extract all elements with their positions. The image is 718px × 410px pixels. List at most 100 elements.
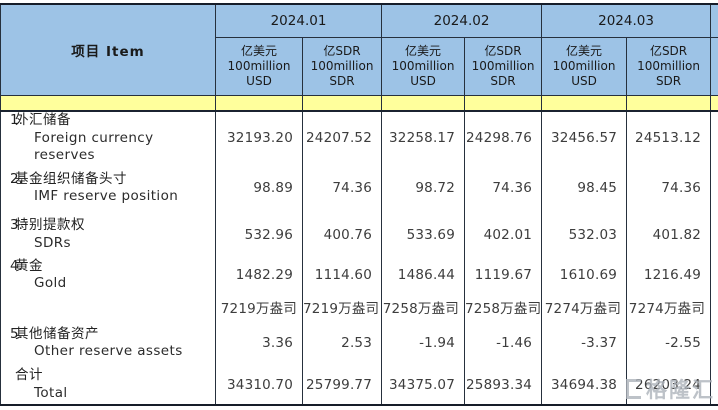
month-header-2024-02: 2024.02 [381, 4, 543, 38]
value-cell: 7258万盎司 [381, 292, 466, 321]
value-cell: 74.36 [626, 164, 712, 212]
cutoff-cell [710, 211, 718, 258]
row-label-en: IMF reserve position [34, 188, 179, 204]
value-cell: 532.03 [541, 211, 628, 258]
row-label: 2.基金组织储备头寸 IMF reserve position [0, 164, 216, 212]
row-number: 5. [10, 325, 23, 342]
value-cell: 2.53 [301, 320, 383, 366]
row-label-en: Other reserve assets [34, 343, 183, 359]
row-number: 2. [10, 170, 23, 187]
total-row: 合计 Total 34310.70 25799.77 34375.07 2589… [0, 365, 718, 405]
unit-line-zh: 亿SDR [649, 43, 688, 58]
value-cell: 98.72 [381, 164, 466, 212]
cutoff-cell [710, 164, 718, 212]
value-cell: 24207.52 [301, 111, 383, 165]
value-cell: 25893.34 [464, 365, 543, 405]
value-cell: 7274万盎司 [541, 292, 628, 321]
value-cell: 402.01 [464, 211, 543, 258]
unit-line-scale: 100million [552, 58, 616, 73]
cutoff-month-header [710, 4, 718, 38]
value-cell: 98.89 [215, 164, 303, 212]
row-number: 3. [10, 217, 23, 233]
row-label-en: Gold [34, 275, 67, 291]
value-cell: 74.36 [464, 164, 543, 212]
value-cell: 74.36 [301, 164, 383, 212]
unit-line-code: USD [246, 73, 272, 88]
table-row: 5.其他储备资产 Other reserve assets 3.36 2.53 … [0, 320, 718, 366]
unit-line-scale: 100million [391, 58, 455, 73]
unit-line-scale: 100million [227, 58, 291, 73]
cutoff-cell [710, 320, 718, 366]
value-cell: 401.82 [626, 211, 712, 258]
value-cell: 34310.70 [215, 365, 303, 405]
row-label-en: Total [34, 384, 68, 401]
cutoff-cell [710, 257, 718, 293]
month-header-row: 项目 Item 2024.01 2024.02 2024.03 [0, 4, 718, 96]
row-label-zh: 外汇储备 [15, 112, 71, 128]
unit-line-scale: 100million [471, 58, 535, 73]
band-cell [381, 95, 466, 112]
row-label: 5.其他储备资产 Other reserve assets [0, 320, 216, 366]
value-cell: 1486.44 [381, 257, 466, 293]
unit-line-scale: 100million [310, 58, 374, 73]
value-cell: 1610.69 [541, 257, 628, 293]
value-cell: 25799.77 [301, 365, 383, 405]
value-cell: 34375.07 [381, 365, 466, 405]
row-label: 3.特别提款权 SDRs [0, 211, 216, 258]
unit-line-code: SDR [329, 73, 355, 88]
band-cell [710, 95, 718, 112]
value-cell: 7219万盎司 [301, 292, 383, 321]
sdr-unit-header: 亿SDR 100million SDR [464, 37, 543, 96]
value-cell: 1216.49 [626, 257, 712, 293]
value-cell: 400.76 [301, 211, 383, 258]
value-cell: 32456.57 [541, 111, 628, 165]
month-header-2024-01: 2024.01 [214, 4, 383, 38]
value-cell: -1.46 [464, 320, 543, 366]
cutoff-cell [710, 365, 718, 405]
value-cell: 98.45 [541, 164, 628, 212]
official-reserve-assets-table: 项目 Item 2024.01 2024.02 2024.03 亿美元 100m… [0, 3, 718, 406]
unit-line-zh: 亿美元 [566, 43, 603, 58]
unit-line-scale: 100million [637, 58, 700, 73]
row-label-zh: 合计 [15, 367, 43, 383]
value-cell: -2.55 [626, 320, 712, 366]
table-row: 4.黄金 Gold 1482.29 1114.60 1486.44 1119.6… [0, 257, 718, 293]
month-header-2024-03: 2024.03 [541, 4, 712, 38]
band-cell [464, 95, 543, 112]
row-label: 4.黄金 Gold [0, 257, 216, 293]
band-cell [626, 95, 712, 112]
sdr-unit-header: 亿SDR 100million SDR [301, 37, 383, 96]
row-label-en: Foreign currency reserves [34, 129, 154, 164]
value-cell: 7219万盎司 [215, 292, 303, 321]
item-column-header: 项目 Item [0, 4, 216, 96]
row-label-zh: 基金组织储备头寸 [15, 170, 127, 187]
usd-unit-header: 亿美元 100million USD [381, 37, 466, 96]
band-cell [0, 95, 216, 112]
value-cell: 32258.17 [381, 111, 466, 165]
table-row: 1.外汇储备 Foreign currency reserves 32193.2… [0, 111, 718, 165]
value-cell: 24298.76 [464, 111, 543, 165]
separator-band-row [0, 95, 718, 112]
unit-line-code: SDR [655, 73, 682, 88]
row-label: 合计 Total [0, 365, 216, 405]
value-cell: 532.96 [215, 211, 303, 258]
value-cell: 24513.12 [626, 111, 712, 165]
value-cell: 1114.60 [301, 257, 383, 293]
band-cell [215, 95, 303, 112]
cutoff-unit-header [710, 37, 718, 96]
cutoff-cell [710, 111, 718, 165]
value-cell: 7274万盎司 [626, 292, 712, 321]
table-row: 7219万盎司 7219万盎司 7258万盎司 7258万盎司 7274万盎司 … [0, 292, 718, 321]
value-cell: 1482.29 [215, 257, 303, 293]
unit-line-zh: 亿SDR [484, 43, 522, 58]
unit-line-code: USD [571, 73, 597, 88]
value-cell: -1.94 [381, 320, 466, 366]
unit-line-code: USD [410, 73, 436, 88]
value-cell: 32193.20 [215, 111, 303, 165]
band-cell [541, 95, 628, 112]
value-cell: 7258万盎司 [464, 292, 543, 321]
row-label-en: SDRs [34, 234, 71, 251]
value-cell: 34694.38 [541, 365, 628, 405]
value-cell: -3.37 [541, 320, 628, 366]
